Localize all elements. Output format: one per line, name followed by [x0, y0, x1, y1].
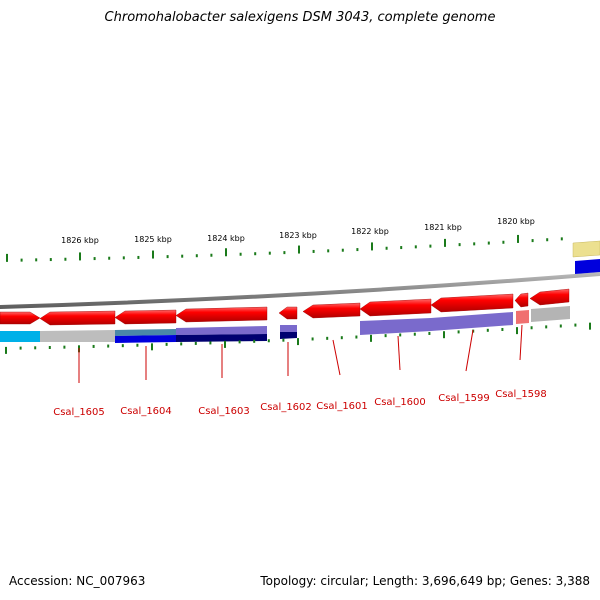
feature-cyan: [0, 331, 40, 342]
ruler-label: 1825 kbp: [134, 235, 172, 244]
gene-label-leader: [519, 324, 523, 361]
gene-arrow-1604[interactable]: [114, 309, 177, 325]
feature-navy-small: [280, 332, 297, 339]
gene-label[interactable]: Csal_1601: [316, 401, 368, 412]
gene-label[interactable]: Csal_1600: [374, 397, 426, 408]
feature-blue: [115, 335, 176, 343]
feature-grey-right: [531, 306, 570, 322]
feature-yellow-track: [572, 240, 600, 258]
gene-arrow-1601[interactable]: [302, 302, 361, 319]
gene-label[interactable]: Csal_1605: [53, 407, 105, 418]
feature-lavender-wide-2: [431, 312, 513, 331]
ruler-label: 1826 kbp: [61, 236, 99, 245]
page-title: Chromohalobacter salexigens DSM 3043, co…: [104, 10, 496, 25]
gene-arrow-1606[interactable]: [0, 311, 41, 325]
ruler-label: 1823 kbp: [279, 231, 317, 240]
ruler-label: 1824 kbp: [207, 234, 245, 243]
feature-lavender-wide: [360, 318, 431, 335]
genome-backbone: [0, 272, 600, 309]
feature-track-lower: [0, 306, 570, 343]
feature-lavender: [176, 326, 267, 335]
gene-arrow-1603[interactable]: [175, 306, 268, 323]
gene-label-leader: [465, 329, 474, 372]
feature-lavender-small: [280, 325, 297, 332]
gene-arrow-1600[interactable]: [359, 298, 432, 317]
genome-summary-text: Topology: circular; Length: 3,696,649 bp…: [260, 574, 590, 588]
feature-blue-track-top: [575, 259, 600, 274]
ruler-ticks-top: [6, 234, 563, 262]
gene-arrow-1598[interactable]: [514, 292, 529, 308]
gene-label[interactable]: Csal_1604: [120, 406, 172, 417]
feature-pink: [516, 310, 529, 324]
gene-label[interactable]: Csal_1603: [198, 406, 250, 417]
gene-arrow-1605[interactable]: [39, 310, 116, 326]
gene-label-leader: [397, 335, 401, 371]
gene-label[interactable]: Csal_1602: [260, 402, 312, 413]
ruler-label: 1821 kbp: [424, 223, 462, 232]
ruler-label: 1822 kbp: [351, 227, 389, 236]
accession-text: Accession: NC_007963: [9, 574, 146, 588]
ruler-labels: 1826 kbp 1825 kbp 1824 kbp 1823 kbp 1822 kbp…: [61, 217, 535, 245]
feature-navy: [176, 334, 267, 342]
gene-label-leader: [332, 339, 341, 376]
ruler-label: 1820 kbp: [497, 217, 535, 226]
gene-arrow-1599[interactable]: [430, 293, 514, 313]
gene-arrows: [0, 288, 570, 326]
gene-labels: Csal_1605 Csal_1604 Csal_1603 Csal_1602 Csal…: [53, 324, 547, 418]
gene-arrow-1602[interactable]: [278, 306, 298, 320]
gene-arrow-1597[interactable]: [529, 288, 570, 306]
gene-label[interactable]: Csal_1598: [495, 389, 547, 400]
feature-grey: [40, 330, 115, 342]
gene-label[interactable]: Csal_1599: [438, 393, 490, 404]
feature-teal: [115, 329, 176, 336]
